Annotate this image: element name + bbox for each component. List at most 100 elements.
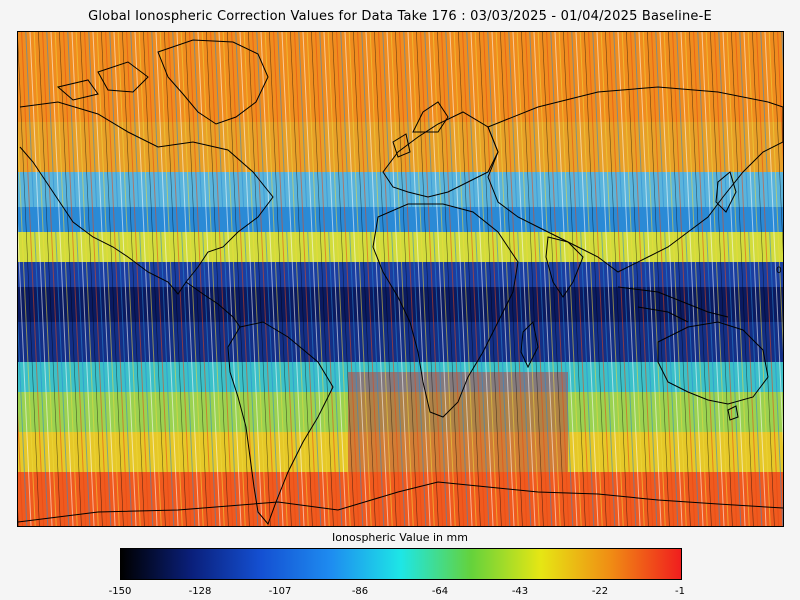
- track-stripe: [239, 32, 263, 526]
- track-stripe: [105, 32, 129, 526]
- track-stripe: [269, 32, 292, 526]
- track-stripe: [533, 32, 557, 526]
- track-stripe: [311, 32, 334, 526]
- track-stripe: [676, 32, 700, 526]
- track-stripe: [487, 32, 511, 526]
- track-stripe: [411, 32, 435, 526]
- track-stripe: [525, 32, 549, 526]
- track-stripe: [693, 32, 717, 526]
- track-stripe: [697, 32, 721, 526]
- track-stripe: [138, 32, 162, 526]
- track-stripe: [458, 32, 481, 526]
- track-stripe: [659, 32, 683, 526]
- track-stripe: [575, 32, 599, 526]
- track-stripe: [554, 32, 578, 526]
- track-stripe: [260, 32, 284, 526]
- track-stripe: [315, 32, 339, 526]
- track-stripe: [290, 32, 313, 526]
- colorbar-tick-label: -128: [188, 586, 212, 597]
- colorbar-tick-label: -150: [108, 586, 132, 597]
- track-stripe: [621, 32, 645, 526]
- chart-title: Global Ionospheric Correction Values for…: [88, 9, 712, 24]
- track-stripe: [403, 32, 427, 526]
- track-stripe: [84, 32, 108, 526]
- legend-title: Ionospheric Value in mm: [332, 531, 468, 544]
- track-stripe: [302, 32, 326, 526]
- track-stripe: [50, 32, 74, 526]
- colorbar-tick-label: -22: [591, 586, 609, 597]
- track-stripe: [449, 32, 473, 526]
- track-stripe: [495, 32, 519, 526]
- track-stripe: [689, 32, 712, 526]
- colorbar-tick-label: -86: [351, 586, 369, 597]
- track-stripe: [739, 32, 763, 526]
- track-stripe: [185, 32, 208, 526]
- track-stripe: [46, 32, 70, 526]
- track-stripe: [206, 32, 229, 526]
- track-stripe: [726, 32, 750, 526]
- track-stripe: [613, 32, 637, 526]
- track-stripe: [18, 128, 36, 526]
- track-stripe: [584, 32, 607, 526]
- track-stripe: [424, 32, 448, 526]
- track-stripe: [18, 317, 28, 526]
- track-stripe: [407, 32, 431, 526]
- track-stripe: [491, 32, 515, 526]
- track-stripe: [722, 32, 746, 526]
- track-stripe: [756, 32, 780, 526]
- track-stripe: [92, 32, 116, 526]
- track-stripe: [369, 32, 393, 526]
- track-stripe: [210, 32, 234, 526]
- track-stripe: [80, 32, 103, 526]
- track-stripe: [172, 32, 196, 526]
- track-stripe: [537, 32, 561, 526]
- track-stripe: [500, 32, 523, 526]
- track-stripe: [773, 32, 783, 255]
- track-stripe: [88, 32, 112, 526]
- track-stripe: [701, 32, 725, 526]
- track-stripe: [592, 32, 616, 526]
- track-stripe: [277, 32, 301, 526]
- track-stripe: [634, 32, 658, 526]
- track-stripe: [672, 32, 696, 526]
- track-stripe: [63, 32, 87, 526]
- track-stripe: [59, 32, 82, 526]
- track-stripe: [38, 32, 61, 526]
- track-stripe: [231, 32, 255, 526]
- track-stripe: [479, 32, 502, 526]
- colorbar-tick-label: -107: [268, 586, 292, 597]
- track-stripe: [159, 32, 183, 526]
- track-stripe: [399, 32, 423, 526]
- track-stripe: [264, 32, 288, 526]
- track-stripe: [361, 32, 385, 526]
- track-stripe: [432, 32, 456, 526]
- track-stripe: [651, 32, 675, 526]
- track-stripe: [193, 32, 217, 526]
- track-stripe: [512, 32, 536, 526]
- track-stripe: [113, 32, 137, 526]
- track-stripe: [126, 32, 150, 526]
- track-stripe: [332, 32, 355, 526]
- colorbar-tick-label: -1: [675, 586, 685, 597]
- track-stripe: [390, 32, 414, 526]
- track-stripe: [134, 32, 158, 526]
- track-stripe: [752, 32, 775, 526]
- track-stripe: [218, 32, 242, 526]
- track-stripe: [542, 32, 565, 526]
- track-stripe: [256, 32, 280, 526]
- track-stripe: [474, 32, 498, 526]
- track-stripe: [386, 32, 410, 526]
- track-stripe: [609, 32, 633, 526]
- track-stripe: [18, 38, 40, 526]
- track-stripe: [155, 32, 179, 526]
- ionosphere-map-canvas: [18, 32, 783, 526]
- track-stripe: [281, 32, 305, 526]
- track-stripe: [227, 32, 250, 526]
- track-stripe: [180, 32, 204, 526]
- track-stripe: [617, 32, 641, 526]
- colorbar: [120, 548, 682, 580]
- track-stripe: [638, 32, 662, 526]
- track-stripe: [252, 32, 276, 526]
- track-stripe: [243, 32, 267, 526]
- track-stripe: [327, 32, 351, 526]
